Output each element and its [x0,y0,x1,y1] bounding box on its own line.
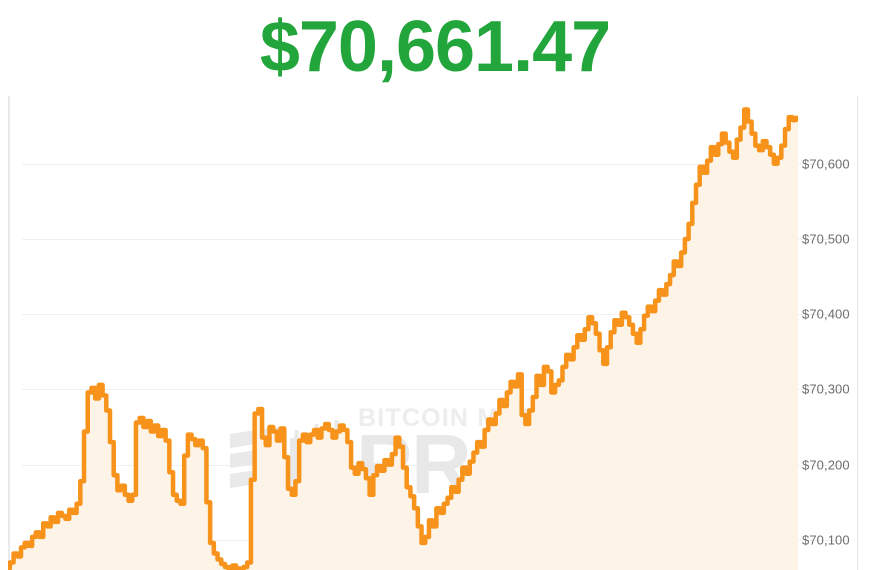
y-axis-tick-label: $70,500 [802,231,850,247]
y-axis-tick-label: $70,600 [802,156,850,172]
panel-right-border [857,96,858,570]
page-title: $70,661.47 [259,7,611,87]
gridline [22,389,850,391]
chart-container: $70,100 $70,200 $70,300 $70,400 $70,500 $70,6… [0,96,870,570]
price-plot-region[interactable] [8,96,798,570]
gridline [22,238,850,240]
gridline [22,163,850,165]
y-axis-tick-label: $70,300 [802,381,850,397]
gridline [22,464,850,466]
y-axis-line [8,96,10,570]
price-area-series [8,107,798,570]
y-axis-tick-label: $70,100 [802,532,850,548]
gridline [22,314,850,316]
price-line [8,107,798,570]
y-axis-tick-label: $70,400 [802,306,850,322]
y-axis-tick-label: $70,200 [802,457,850,473]
